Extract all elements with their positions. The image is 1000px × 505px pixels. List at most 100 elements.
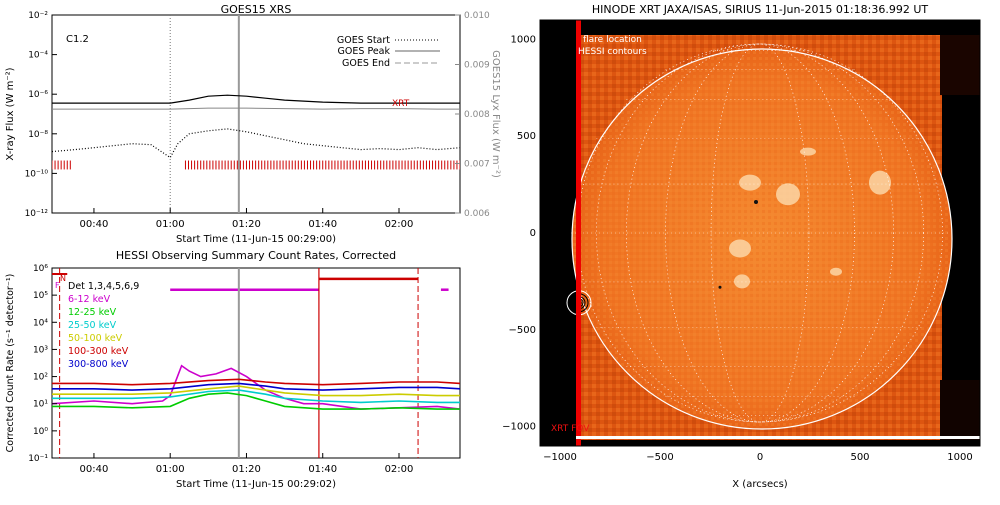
goes-x-tick-label: 00:40 <box>80 219 109 230</box>
longitude-line <box>577 43 943 423</box>
active-region <box>739 174 761 191</box>
sunspot <box>754 200 758 205</box>
legend-goes-end: GOES End <box>342 58 390 69</box>
night-flag-label: N <box>60 274 66 283</box>
xrt-fov-edge <box>576 20 581 446</box>
active-region <box>869 170 891 195</box>
hessi-x-axis: 00:40 01:00 01:20 01:40 02:00 <box>80 453 414 475</box>
hessi-legend: Det 1,3,4,5,6,9 6-12 keV 12-25 keV 25-50… <box>68 281 139 370</box>
hessi-x-tick-label: 02:00 <box>385 464 414 475</box>
goes-panel: GOES15 XRS 10⁻² 10⁻⁴ 10⁻⁶ 10⁻⁸ 10⁻¹⁰ 10⁻¹² 0.… <box>5 3 501 245</box>
xrt-y-axis: 1000 500 0 −500 −1000 <box>502 34 545 433</box>
lya-line <box>52 107 460 110</box>
legend-100-300-kev: 100-300 keV <box>68 346 129 357</box>
legend-marker-circle: ○ <box>554 41 561 50</box>
goes-y-tick-label: 10⁻⁴ <box>28 51 48 61</box>
xrt-y-tick-label: −500 <box>509 325 536 336</box>
hessi-y-axis: 10⁶ 10⁵ 10⁴ 10³ 10² 10¹ 10⁰ 10⁻¹ <box>28 264 57 464</box>
longitude-line <box>596 43 924 423</box>
goes-legend: GOES Start GOES Peak GOES End <box>337 35 440 69</box>
corner-mask-br <box>940 380 980 440</box>
active-region <box>800 147 816 156</box>
hessi-y-tick-label: 10¹ <box>33 400 48 410</box>
xrt-x-tick-label: 1000 <box>947 452 972 463</box>
xrt-fov-bottom <box>576 436 980 439</box>
goes-y-right-label: GOES15 Lyx Flux (W m⁻²) <box>490 50 501 178</box>
hessi-plot-area <box>52 268 460 458</box>
goes-y-tick-label: 10⁻⁸ <box>28 130 48 140</box>
xrt-panel: HINODE XRT JAXA/ISAS, SIRIUS 11-Jun-2015… <box>502 3 981 490</box>
hessi-x-label: Start Time (11-Jun-15 00:29:02) <box>176 479 336 490</box>
longitude-line <box>710 43 810 423</box>
goes-y-right-tick-label: 0.006 <box>464 209 490 219</box>
goes-x-tick-label: 01:00 <box>156 219 185 230</box>
hessi-y-tick-label: 10⁰ <box>33 427 48 437</box>
goes-y-axis: 10⁻² 10⁻⁴ 10⁻⁶ 10⁻⁸ 10⁻¹⁰ 10⁻¹² <box>25 11 57 219</box>
goes-y-right-axis: 0.010 0.009 0.008 0.007 0.006 <box>455 11 490 219</box>
legend-flare-location: flare location <box>583 35 642 45</box>
goes-y-right-tick-label: 0.008 <box>464 110 490 120</box>
legend-12-25-kev: 12-25 keV <box>68 307 117 318</box>
goes-plot-frame <box>51 14 461 214</box>
hessi-series-25-50-kev <box>52 389 460 404</box>
goes-x-axis: 00:40 01:00 01:20 01:40 02:00 <box>80 208 414 230</box>
active-region <box>830 267 842 276</box>
hessi-x-tick-label: 01:00 <box>156 464 185 475</box>
hessi-y-tick-label: 10⁶ <box>33 264 48 274</box>
hessi-y-tick-label: 10³ <box>33 345 48 355</box>
xrt-y-tick-label: 0 <box>530 228 536 239</box>
goes-y-right-tick-label: 0.007 <box>464 160 490 170</box>
xrt-y-tick-label: 500 <box>517 131 536 142</box>
hessi-series-300-800-kev <box>52 382 460 391</box>
hessi-y-tick-label: 10⁻¹ <box>28 454 48 464</box>
xrt-x-tick-label: −500 <box>646 452 673 463</box>
heliographic-grid <box>571 43 949 423</box>
hessi-x-tick-label: 00:40 <box>80 464 109 475</box>
legend-hessi-contours: HESSI contours <box>578 47 647 57</box>
sunspot <box>718 285 722 289</box>
front-flag-label: F <box>55 281 60 290</box>
xrt-x-label: X (arcsecs) <box>732 479 788 490</box>
hessi-x-tick-label: 01:20 <box>232 464 261 475</box>
goes-y-tick-label: 10⁻⁶ <box>28 90 48 100</box>
hessi-panel: HESSI Observing Summary Count Rates, Cor… <box>5 249 461 490</box>
goes-title: GOES15 XRS <box>221 3 292 16</box>
xrt-title: HINODE XRT JAXA/ISAS, SIRIUS 11-Jun-2015… <box>592 3 929 16</box>
hessi-plot-frame <box>51 267 461 459</box>
xrt-x-tick-label: 0 <box>757 452 763 463</box>
legend-25-50-kev: 25-50 keV <box>68 320 117 331</box>
hessi-x-tick-label: 01:40 <box>308 464 337 475</box>
hessi-series-50-100-kev <box>52 385 460 397</box>
hessi-y-label: Corrected Count Rate (s⁻¹ detector⁻¹) <box>5 274 16 453</box>
active-regions <box>718 147 891 289</box>
longitude-line <box>665 43 855 423</box>
legend-6-12-kev: 6-12 keV <box>68 294 111 305</box>
goes-x-tick-label: 01:20 <box>232 219 261 230</box>
xrt-x-axis: −1000 −500 0 500 1000 <box>543 441 973 463</box>
legend-det: Det 1,3,4,5,6,9 <box>68 281 139 292</box>
xrt-y-tick-label: 1000 <box>511 34 536 45</box>
xrt-image <box>540 20 980 446</box>
goes-y-right-tick-label: 0.009 <box>464 61 490 71</box>
disk-texture <box>572 49 952 429</box>
legend-50-100-kev: 50-100 keV <box>68 333 123 344</box>
goes-plot-area <box>52 15 460 213</box>
hessi-series-100-300-kev <box>52 378 460 386</box>
goes-x-tick-label: 01:40 <box>308 219 337 230</box>
goes-x-tick-label: 02:00 <box>385 219 414 230</box>
solar-limb <box>571 48 953 430</box>
legend-goes-peak: GOES Peak <box>338 46 391 57</box>
goes-y-right-tick-label: 0.010 <box>464 11 490 21</box>
goes-y-tick-label: 10⁻¹² <box>25 209 49 219</box>
goes-y-label: X-ray Flux (W m⁻²) <box>5 67 16 160</box>
xrs-short-line <box>52 128 460 159</box>
goes-y-tick-label: 10⁻¹⁰ <box>25 169 49 179</box>
legend-goes-start: GOES Start <box>337 35 390 46</box>
active-region <box>776 183 800 206</box>
longitude-line <box>626 43 894 423</box>
active-region <box>729 239 751 258</box>
hessi-series-12-25-kev <box>52 392 460 410</box>
goes-x-label: Start Time (11-Jun-15 00:29:00) <box>176 234 336 245</box>
